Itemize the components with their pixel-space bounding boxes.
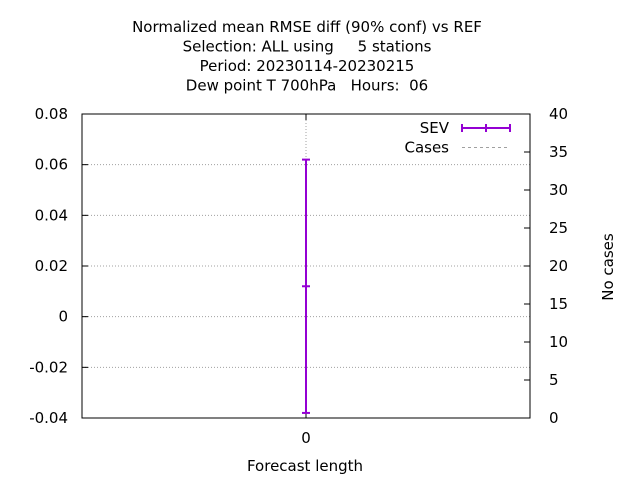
y2-tick-label: 20 xyxy=(549,257,568,275)
y2-axis-label: No cases xyxy=(599,233,617,301)
y2-tick-label: 40 xyxy=(549,105,568,123)
y2-tick-label: 5 xyxy=(549,371,559,389)
y-tick-label: -0.04 xyxy=(29,409,68,427)
series xyxy=(302,158,310,414)
y2-tick-label: 10 xyxy=(549,333,568,351)
legend-label: Cases xyxy=(404,139,449,157)
y2-tick-label: 30 xyxy=(549,181,568,199)
chart-title: Normalized mean RMSE diff (90% conf) vs … xyxy=(132,18,482,95)
y-tick-label: 0 xyxy=(58,308,68,326)
y-tick-label: -0.02 xyxy=(29,358,68,376)
legend-label: SEV xyxy=(420,119,450,137)
y-tick-label: 0.06 xyxy=(35,156,68,174)
x-tick-label: 0 xyxy=(301,429,311,447)
y-tick-label: 0.08 xyxy=(35,105,68,123)
title-line: Dew point T 700hPa Hours: 06 xyxy=(186,77,428,95)
y2-tick-label: 15 xyxy=(549,295,568,313)
x-axis-label: Forecast length xyxy=(247,457,363,475)
y2-tick-label: 0 xyxy=(549,409,559,427)
y-axis: 0.08 0.06 0.04 0.02 0 -0.02 -0.04 xyxy=(29,105,88,427)
title-line: Period: 20230114-20230215 xyxy=(200,57,415,75)
title-line: Normalized mean RMSE diff (90% conf) vs … xyxy=(132,18,482,36)
legend: SEV Cases xyxy=(404,119,511,157)
y2-tick-label: 25 xyxy=(549,219,568,237)
y-tick-label: 0.02 xyxy=(35,257,68,275)
y2-axis: 40 35 30 25 20 15 10 5 0 xyxy=(524,105,568,427)
title-line: Selection: ALL using 5 stations xyxy=(183,38,432,56)
y2-tick-label: 35 xyxy=(549,143,568,161)
y-tick-label: 0.04 xyxy=(35,206,68,224)
